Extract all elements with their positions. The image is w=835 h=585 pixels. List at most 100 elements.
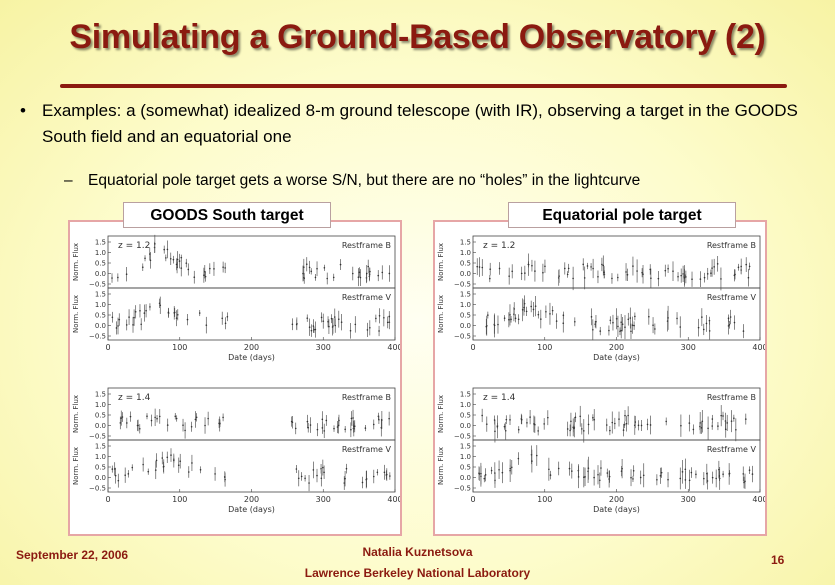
data-point — [617, 325, 619, 328]
data-point — [224, 267, 226, 269]
y-tick-label: 0.5 — [95, 412, 106, 420]
data-point — [608, 475, 611, 478]
data-point — [634, 421, 637, 423]
data-point — [305, 263, 308, 266]
data-point — [599, 330, 602, 332]
data-point — [173, 312, 176, 314]
data-point — [706, 472, 708, 475]
y-axis-label: Norm. Flux — [437, 447, 445, 485]
data-point — [204, 424, 206, 427]
x-tick-label: 0 — [470, 495, 475, 504]
data-point — [158, 415, 161, 418]
y-tick-label: 0.5 — [95, 260, 106, 268]
data-point — [679, 326, 682, 328]
data-point — [320, 477, 323, 480]
data-point — [150, 419, 153, 422]
data-point — [213, 268, 215, 270]
data-point — [549, 313, 551, 315]
data-point — [562, 314, 565, 317]
data-point — [383, 316, 385, 319]
x-tick-label: 400 — [752, 343, 765, 352]
y-tick-label: 1.5 — [460, 239, 471, 247]
data-point — [323, 430, 326, 432]
data-point — [568, 467, 571, 470]
data-point — [352, 417, 354, 419]
data-point — [386, 473, 388, 476]
data-point — [571, 470, 573, 472]
data-point — [737, 266, 740, 269]
data-point — [684, 468, 687, 471]
data-point — [708, 319, 711, 322]
data-point — [331, 326, 334, 328]
data-point — [194, 418, 197, 421]
data-point — [207, 417, 209, 420]
data-point — [325, 419, 328, 422]
data-point — [314, 276, 317, 279]
data-point — [162, 466, 165, 468]
y-tick-label: −0.5 — [454, 333, 471, 341]
band-label-bottom: Restframe V — [342, 445, 392, 454]
goods-south-lightcurve-figure: 1.5 1.0 0.5 0.0 −0.5 Norm. Flux 1.5 1.0 0.5 0.0 −0… — [72, 234, 400, 514]
x-tick-label: 100 — [537, 343, 552, 352]
data-point — [195, 416, 198, 419]
footer-author: Natalia Kuznetsova — [362, 545, 473, 559]
data-point — [185, 262, 188, 264]
data-point — [138, 428, 141, 430]
data-point — [187, 268, 190, 271]
data-point — [508, 275, 510, 277]
data-point — [619, 330, 621, 333]
data-point — [611, 277, 613, 280]
data-point — [744, 480, 746, 483]
data-point — [649, 424, 652, 426]
y-tick-label: −0.5 — [454, 485, 471, 493]
data-point — [697, 326, 700, 329]
data-point — [614, 422, 616, 425]
data-point — [337, 318, 340, 320]
data-point — [527, 263, 530, 266]
data-point — [503, 425, 506, 428]
data-point — [582, 263, 585, 266]
data-point — [609, 429, 611, 432]
data-point — [350, 417, 353, 420]
data-point — [632, 469, 635, 472]
data-point — [547, 416, 549, 419]
data-point — [636, 270, 638, 272]
data-point — [316, 267, 318, 270]
data-point — [600, 467, 602, 469]
data-point — [484, 474, 487, 476]
band-label-top: Restframe B — [707, 393, 756, 402]
data-point — [713, 266, 715, 268]
data-point — [652, 324, 654, 326]
data-point — [224, 322, 227, 325]
data-point — [748, 265, 751, 268]
data-point — [174, 415, 177, 418]
data-point — [306, 420, 309, 423]
y-tick-label: 0.0 — [95, 474, 106, 482]
data-point — [618, 418, 620, 420]
data-point — [574, 416, 577, 419]
data-point — [622, 429, 625, 431]
data-point — [144, 257, 146, 260]
data-point — [510, 466, 513, 469]
data-point — [562, 322, 565, 324]
data-point — [625, 422, 628, 425]
data-point — [682, 273, 684, 275]
data-point — [706, 273, 709, 275]
data-point — [583, 476, 585, 479]
x-axis-label: Date (days) — [593, 505, 640, 514]
data-point — [511, 270, 514, 273]
data-point — [592, 328, 594, 331]
data-point — [656, 478, 658, 481]
data-point — [642, 474, 645, 477]
y-tick-label: 0.0 — [95, 270, 106, 278]
data-point — [627, 318, 630, 321]
data-point — [388, 417, 390, 420]
data-point — [728, 323, 731, 326]
y-tick-label: 1.0 — [460, 453, 471, 461]
data-point — [667, 267, 669, 270]
data-point — [711, 476, 714, 479]
page-number: 16 — [771, 553, 785, 567]
data-point — [718, 468, 720, 471]
data-point — [715, 477, 717, 480]
data-point — [727, 325, 730, 327]
